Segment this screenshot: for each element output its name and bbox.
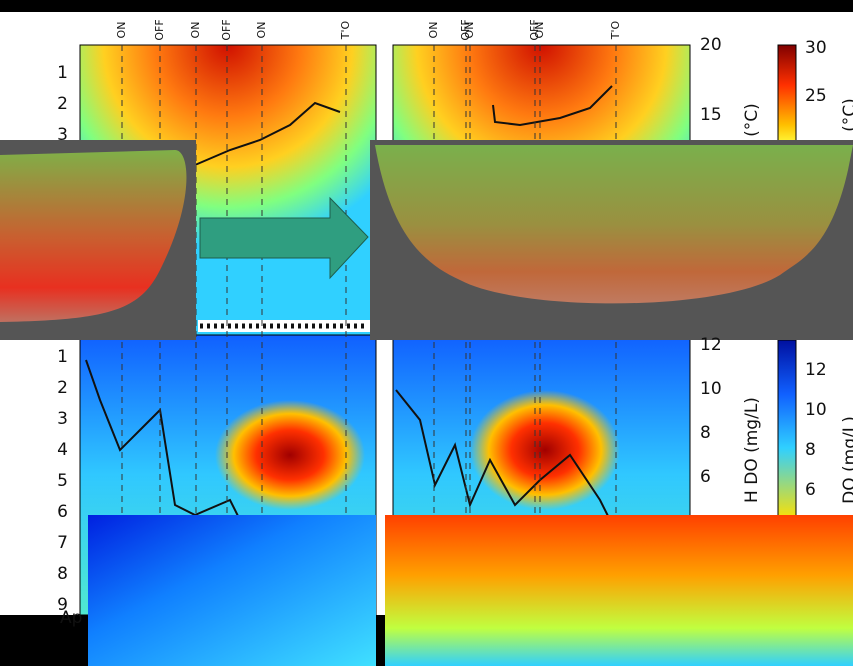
colorbar-tick: 30 <box>805 38 827 58</box>
frame <box>0 615 88 666</box>
colorbar-tick: 8 <box>805 440 816 460</box>
event-label: OFF <box>528 19 541 40</box>
x-tick-label: Ap <box>60 608 82 628</box>
colorbar <box>777 44 797 146</box>
axis-tick-label: 15 <box>700 105 722 125</box>
colorbar-label: (°C) <box>840 98 853 132</box>
event-label: ON <box>255 22 268 39</box>
y-tick-label: 3 <box>57 125 68 145</box>
colorbar-tick: 10 <box>805 400 827 420</box>
y-tick-label: 1 <box>57 347 68 367</box>
event-label: T'O <box>609 20 622 40</box>
event-label: ON <box>533 22 546 39</box>
axis-label: (°C) <box>742 103 762 137</box>
event-label: OFF <box>153 19 166 40</box>
lake-basin <box>0 150 187 322</box>
event-label: ON <box>427 22 440 39</box>
overlay-heatmap <box>385 515 853 666</box>
lake-basin <box>375 145 853 304</box>
axis-tick-label: 12 <box>700 335 722 355</box>
y-tick-label: 8 <box>57 564 68 584</box>
frame <box>0 0 853 12</box>
colorbar <box>777 339 797 521</box>
y-tick-label: 4 <box>57 440 68 460</box>
trace-line <box>492 85 613 127</box>
axis-tick-label: 6 <box>700 467 711 487</box>
heat-blob <box>470 390 620 510</box>
y-tick-label: 1 <box>57 63 68 83</box>
arrow <box>199 196 369 280</box>
trace-line <box>395 389 611 521</box>
heat-blob <box>215 400 365 510</box>
colorbar-tick: 12 <box>805 360 827 380</box>
y-tick-label: 3 <box>57 409 68 429</box>
axis-label: H DO (mg/L) <box>742 397 762 503</box>
event-label: ON <box>189 22 202 39</box>
y-tick-label: 6 <box>57 502 68 522</box>
event-label: ON <box>463 22 476 39</box>
overlay-heatmap <box>88 515 376 666</box>
colorbar-tick: 6 <box>805 480 816 500</box>
axis-tick-label: 10 <box>700 379 722 399</box>
y-tick-label: 7 <box>57 533 68 553</box>
trace-line <box>194 101 341 166</box>
event-label: OFF <box>459 19 472 40</box>
y-tick-label: 9 <box>57 595 68 615</box>
event-label: T'O <box>339 20 352 40</box>
axis-tick-label: 8 <box>700 423 711 443</box>
frame <box>376 615 385 666</box>
y-tick-label: 2 <box>57 94 68 114</box>
y-tick-label: 2 <box>57 378 68 398</box>
event-label: ON <box>115 22 128 39</box>
colorbar-tick: 25 <box>805 86 827 106</box>
colorbar-label: DO (mg/L) <box>840 416 853 504</box>
axis-tick-label: 20 <box>700 35 722 55</box>
event-label: OFF <box>220 19 233 40</box>
y-tick-label: 5 <box>57 471 68 491</box>
